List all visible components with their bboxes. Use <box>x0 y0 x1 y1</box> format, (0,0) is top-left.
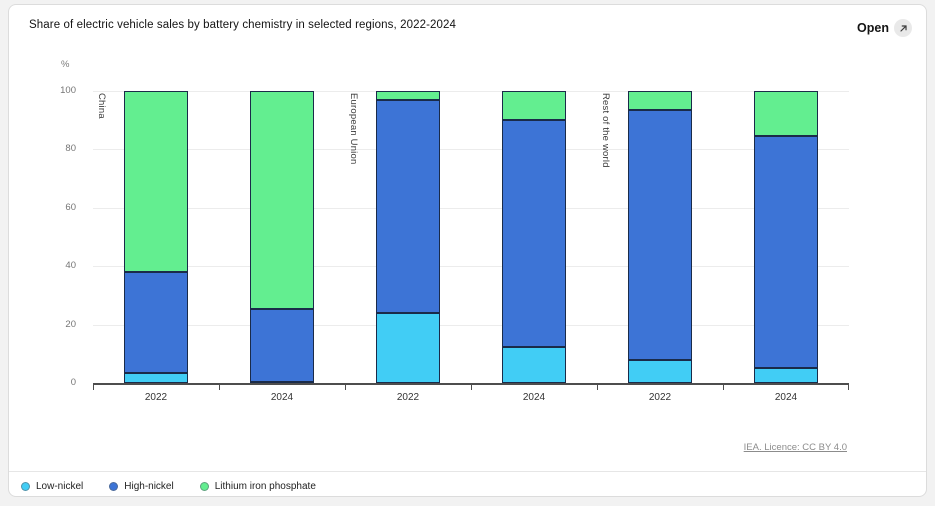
y-tick-label: 80 <box>65 143 76 155</box>
bar-segment-low-nickel[interactable] <box>123 372 189 383</box>
bar-segment-lfp[interactable] <box>249 91 315 309</box>
y-gridline <box>93 91 849 92</box>
bar-segment-lfp[interactable] <box>627 91 693 110</box>
legend-item[interactable]: Low-nickel <box>21 481 83 492</box>
chart-card: Share of electric vehicle sales by batte… <box>8 4 927 497</box>
open-external-arrow-icon <box>894 19 912 37</box>
stacked-bar <box>249 91 315 383</box>
x-axis-tick <box>723 385 724 390</box>
bar-segment-high-nickel[interactable] <box>627 109 693 360</box>
open-button[interactable]: Open <box>857 19 912 37</box>
bar-segment-low-nickel[interactable] <box>627 359 693 383</box>
stacked-bar <box>375 91 441 383</box>
source-licence-link[interactable]: IEA. Licence: CC BY 4.0 <box>743 442 847 453</box>
chart-canvas: % 0 20 40 60 80 100 China 2022 2024 European Uni… <box>9 43 926 457</box>
bar-slot: 2024 <box>219 91 345 403</box>
bar-segment-low-nickel[interactable] <box>753 368 819 383</box>
x-axis-year-label: 2022 <box>648 392 672 403</box>
region-label: Rest of the world <box>599 93 611 168</box>
x-axis-tick <box>471 385 472 390</box>
bar-segment-high-nickel[interactable] <box>249 308 315 382</box>
y-tick-label: 40 <box>65 260 76 272</box>
y-gridline <box>93 266 849 268</box>
legend-label: Lithium iron phosphate <box>214 481 316 492</box>
legend-label: Low-nickel <box>36 481 84 492</box>
bar-segment-high-nickel[interactable] <box>375 99 441 313</box>
bar-slot: 2022 <box>597 91 723 403</box>
bar-segment-lfp[interactable] <box>123 91 189 273</box>
chart-title: Share of electric vehicle sales by batte… <box>29 19 456 31</box>
x-axis-year-label: 2024 <box>522 392 546 403</box>
x-axis-tick <box>596 385 598 390</box>
bar-segment-low-nickel[interactable] <box>375 312 441 383</box>
region-label: China <box>96 93 107 119</box>
bar-slot: 2024 <box>723 91 849 403</box>
y-tick-label: 60 <box>65 201 76 213</box>
y-gridline <box>93 324 849 326</box>
bar-slot: 2022 <box>93 91 219 403</box>
x-axis-tick <box>93 385 94 390</box>
bar-slot: 2024 <box>471 91 597 403</box>
y-tick-label: 20 <box>65 318 76 330</box>
y-axis-labels: 0 20 40 60 80 100 <box>9 43 76 457</box>
y-gridline <box>93 207 849 209</box>
x-axis-year-label: 2024 <box>774 392 798 403</box>
x-axis-tick <box>344 385 346 390</box>
y-tick-label: 0 <box>70 377 76 388</box>
legend-label: High-nickel <box>124 481 174 492</box>
legend-item[interactable]: High-nickel <box>109 481 174 492</box>
plot-area: China 2022 2024 European Union 2022 2024 Rest … <box>93 91 849 403</box>
x-axis-tick <box>848 385 849 390</box>
bar-slot: 2022 <box>345 91 471 403</box>
bar-segment-high-nickel[interactable] <box>123 272 189 373</box>
legend-dot-icon <box>21 482 30 491</box>
x-axis-year-label: 2022 <box>396 392 420 403</box>
stacked-bar <box>501 91 567 383</box>
stacked-bar <box>123 91 189 383</box>
bar-segment-high-nickel[interactable] <box>753 136 819 369</box>
y-gridline <box>93 149 849 151</box>
bar-segment-high-nickel[interactable] <box>501 120 567 347</box>
y-axis-unit-label: % <box>61 59 70 70</box>
x-axis-year-label: 2024 <box>270 392 294 403</box>
legend-dot-icon <box>199 482 209 491</box>
region-label: European Union <box>347 93 359 165</box>
legend-dot-icon <box>109 482 119 491</box>
stacked-bar <box>627 91 693 383</box>
bar-segment-low-nickel[interactable] <box>501 346 567 383</box>
chart-legend: Low-nickel High-nickel Lithium iron phosph… <box>9 471 926 492</box>
open-button-label: Open <box>857 21 889 35</box>
stacked-bar <box>753 91 819 383</box>
y-tick-label: 100 <box>60 85 76 96</box>
x-axis-tick <box>218 385 220 390</box>
bar-segment-lfp[interactable] <box>375 91 441 100</box>
legend-item[interactable]: Lithium iron phosphate <box>199 481 316 492</box>
bar-segment-lfp[interactable] <box>753 91 819 137</box>
x-axis-year-label: 2022 <box>144 392 168 403</box>
bar-segment-lfp[interactable] <box>501 91 567 121</box>
card-header: Share of electric vehicle sales by batte… <box>9 5 926 43</box>
